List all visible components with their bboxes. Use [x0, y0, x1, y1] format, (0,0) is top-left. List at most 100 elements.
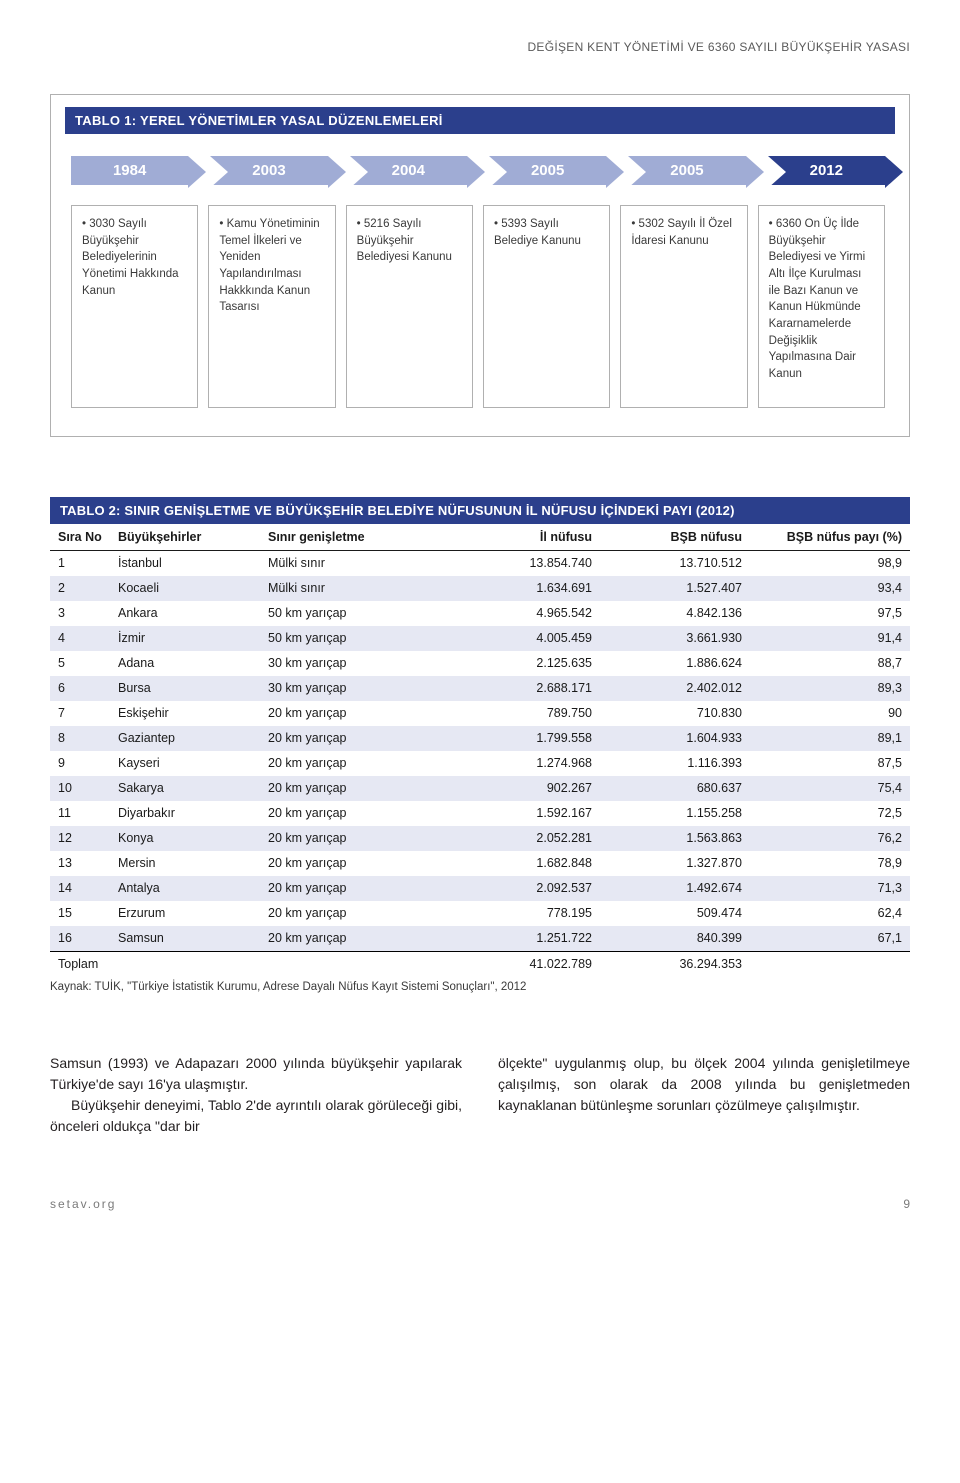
table-row: 12Konya20 km yarıçap2.052.2811.563.86376… — [50, 826, 910, 851]
table-cell: 2.402.012 — [600, 676, 750, 701]
table-cell: 72,5 — [750, 801, 910, 826]
table-cell: Erzurum — [110, 901, 260, 926]
table-cell: 2.092.537 — [450, 876, 600, 901]
law-text: Kamu Yönetiminin Temel İlkeleri ve Yenid… — [219, 216, 324, 316]
table-cell: Konya — [110, 826, 260, 851]
table-cell: Bursa — [110, 676, 260, 701]
law-box: 6360 On Üç İlde Büyükşehir Belediyesi ve… — [758, 205, 885, 408]
table-cell: 62,4 — [750, 901, 910, 926]
table-row: 2KocaeliMülki sınır1.634.6911.527.40793,… — [50, 576, 910, 601]
footer-page-number: 9 — [903, 1197, 910, 1211]
body-p: Büyükşehir deneyimi, Tablo 2'de ayrıntıl… — [50, 1095, 462, 1137]
table-row: 5Adana30 km yarıçap2.125.6351.886.62488,… — [50, 651, 910, 676]
table-cell: 88,7 — [750, 651, 910, 676]
table-cell: 7 — [50, 701, 110, 726]
table-cell: 12 — [50, 826, 110, 851]
table-cell: 5 — [50, 651, 110, 676]
table-cell: 90 — [750, 701, 910, 726]
table-cell: 50 km yarıçap — [260, 626, 450, 651]
table-cell: 9 — [50, 751, 110, 776]
table-cell: 75,4 — [750, 776, 910, 801]
table-cell: 20 km yarıçap — [260, 926, 450, 952]
table-row: 16Samsun20 km yarıçap1.251.722840.39967,… — [50, 926, 910, 952]
page-footer: setav.org 9 — [50, 1197, 910, 1211]
body-p: Samsun (1993) ve Adapazarı 2000 yılında … — [50, 1053, 462, 1095]
table-cell: 3 — [50, 601, 110, 626]
table-cell: 16 — [50, 926, 110, 952]
timeline-year: 2003 — [210, 156, 327, 185]
table-cell: 78,9 — [750, 851, 910, 876]
table-cell: 30 km yarıçap — [260, 651, 450, 676]
table-cell: Eskişehir — [110, 701, 260, 726]
table-cell: 789.750 — [450, 701, 600, 726]
law-box: 3030 Sayılı Büyükşehir Belediyelerinin Y… — [71, 205, 198, 408]
table-cell: 2.688.171 — [450, 676, 600, 701]
table-cell: 50 km yarıçap — [260, 601, 450, 626]
tablo2-col-sehir: Büyükşehirler — [110, 524, 260, 551]
table-cell: 1.327.870 — [600, 851, 750, 876]
table-cell: Mülki sınır — [260, 576, 450, 601]
table-cell: 4 — [50, 626, 110, 651]
table-row: 11Diyarbakır20 km yarıçap1.592.1671.155.… — [50, 801, 910, 826]
table-cell: 20 km yarıçap — [260, 876, 450, 901]
table-cell: 778.195 — [450, 901, 600, 926]
table-row: 4İzmir50 km yarıçap4.005.4593.661.93091,… — [50, 626, 910, 651]
table-cell: 1.799.558 — [450, 726, 600, 751]
table-cell: 1.274.968 — [450, 751, 600, 776]
table-cell: 20 km yarıçap — [260, 751, 450, 776]
table-row: 14Antalya20 km yarıçap2.092.5371.492.674… — [50, 876, 910, 901]
table-cell: 1.604.933 — [600, 726, 750, 751]
body-p: ölçekte" uygulanmış olup, bu ölçek 2004 … — [498, 1053, 910, 1116]
table-cell: 36.294.353 — [600, 951, 750, 977]
table-cell: 4.965.542 — [450, 601, 600, 626]
table-cell: Ankara — [110, 601, 260, 626]
table-cell: 13.854.740 — [450, 550, 600, 576]
tablo2-col-sirano: Sıra No — [50, 524, 110, 551]
table-cell: 41.022.789 — [450, 951, 600, 977]
table-cell: İstanbul — [110, 550, 260, 576]
table-cell: 1.251.722 — [450, 926, 600, 952]
law-box: 5302 Sayılı İl Özel İdaresi Kanunu — [620, 205, 747, 408]
body-col-right: ölçekte" uygulanmış olup, bu ölçek 2004 … — [498, 1053, 910, 1137]
table-cell: 1.886.624 — [600, 651, 750, 676]
law-text: 6360 On Üç İlde Büyükşehir Belediyesi ve… — [769, 216, 874, 383]
tablo1-container: TABLO 1: YEREL YÖNETİMLER YASAL DÜZENLEM… — [50, 94, 910, 437]
table-cell: Kocaeli — [110, 576, 260, 601]
table-cell: 8 — [50, 726, 110, 751]
table-cell: 3.661.930 — [600, 626, 750, 651]
table-row: 13Mersin20 km yarıçap1.682.8481.327.8707… — [50, 851, 910, 876]
table-cell: 902.267 — [450, 776, 600, 801]
table-cell: 6 — [50, 676, 110, 701]
table-cell: İzmir — [110, 626, 260, 651]
tablo1-timeline: 1984 2003 2004 2005 2005 2012 — [71, 156, 895, 185]
table-total-row: Toplam 41.022.78936.294.353 — [50, 951, 910, 977]
tablo1-title: TABLO 1: YEREL YÖNETİMLER YASAL DÜZENLEM… — [65, 107, 895, 134]
table-cell: 93,4 — [750, 576, 910, 601]
table-cell: 710.830 — [600, 701, 750, 726]
table-cell: Adana — [110, 651, 260, 676]
table-cell: 1.592.167 — [450, 801, 600, 826]
body-columns: Samsun (1993) ve Adapazarı 2000 yılında … — [50, 1053, 910, 1137]
table-cell: Gaziantep — [110, 726, 260, 751]
table-cell: 76,2 — [750, 826, 910, 851]
table-cell: 1 — [50, 550, 110, 576]
table-row: 10Sakarya20 km yarıçap902.267680.63775,4 — [50, 776, 910, 801]
table-cell: 13.710.512 — [600, 550, 750, 576]
timeline-year: 2012 — [768, 156, 885, 185]
table-cell: 1.155.258 — [600, 801, 750, 826]
tablo2-col-ilnufus: İl nüfusu — [450, 524, 600, 551]
table-cell: 20 km yarıçap — [260, 826, 450, 851]
timeline-year: 1984 — [71, 156, 188, 185]
timeline-year: 2004 — [350, 156, 467, 185]
table-cell: Diyarbakır — [110, 801, 260, 826]
table-cell: 2.125.635 — [450, 651, 600, 676]
table-cell: 15 — [50, 901, 110, 926]
law-text: 3030 Sayılı Büyükşehir Belediyelerinin Y… — [82, 216, 187, 299]
law-text: 5216 Sayılı Büyükşehir Belediyesi Kanunu — [357, 216, 462, 266]
tablo1-law-boxes: 3030 Sayılı Büyükşehir Belediyelerinin Y… — [71, 205, 885, 408]
table-row: 7Eskişehir20 km yarıçap789.750710.83090 — [50, 701, 910, 726]
table-cell: 71,3 — [750, 876, 910, 901]
table-cell: Toplam — [50, 951, 110, 977]
tablo2-col-sinir: Sınır genişletme — [260, 524, 450, 551]
tablo2-col-bsbnufus: BŞB nüfusu — [600, 524, 750, 551]
